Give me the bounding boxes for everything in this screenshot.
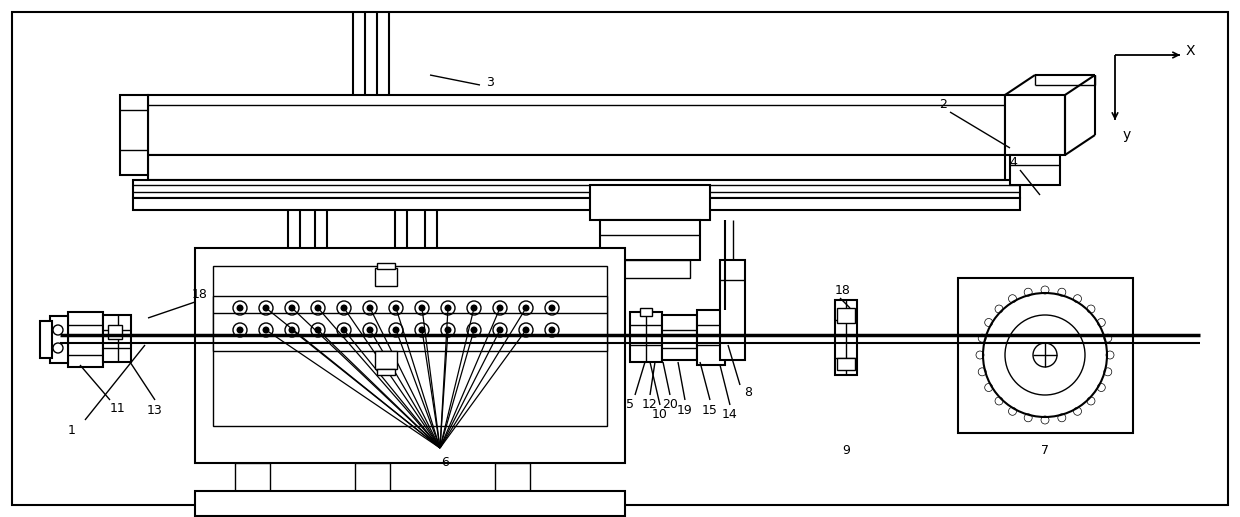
Bar <box>377 369 396 375</box>
Bar <box>720 260 745 360</box>
Bar <box>630 312 662 362</box>
Circle shape <box>496 327 503 333</box>
Bar <box>374 351 397 369</box>
Text: 3: 3 <box>486 75 494 88</box>
Bar <box>355 463 391 491</box>
Circle shape <box>315 327 321 333</box>
Bar <box>662 315 697 360</box>
Bar <box>148 95 1004 155</box>
Bar <box>697 310 725 365</box>
Bar <box>590 185 711 220</box>
Bar <box>377 263 396 269</box>
Text: 7: 7 <box>1042 445 1049 458</box>
Bar <box>610 260 689 278</box>
Circle shape <box>548 327 556 333</box>
Circle shape <box>419 305 425 312</box>
Circle shape <box>289 327 295 333</box>
Circle shape <box>341 305 347 312</box>
Circle shape <box>444 305 451 312</box>
Text: 8: 8 <box>744 386 751 399</box>
Bar <box>68 312 103 367</box>
Bar <box>959 278 1133 433</box>
Bar <box>835 300 857 375</box>
Bar <box>640 308 652 316</box>
Circle shape <box>237 327 243 333</box>
Bar <box>40 321 52 358</box>
Circle shape <box>419 327 425 333</box>
Circle shape <box>393 305 399 312</box>
Circle shape <box>237 305 243 312</box>
Circle shape <box>444 327 451 333</box>
Text: 1: 1 <box>68 423 76 436</box>
Bar <box>236 463 270 491</box>
Circle shape <box>263 327 269 333</box>
Text: 9: 9 <box>842 445 849 458</box>
Text: 2: 2 <box>939 99 947 112</box>
Text: 14: 14 <box>722 408 738 421</box>
Circle shape <box>496 305 503 312</box>
Circle shape <box>548 305 556 312</box>
Bar <box>108 325 122 339</box>
Text: 19: 19 <box>677 403 693 417</box>
Circle shape <box>367 327 373 333</box>
Bar <box>50 316 68 363</box>
Bar <box>103 315 131 362</box>
Bar <box>1004 95 1065 155</box>
Text: 13: 13 <box>148 403 162 417</box>
Circle shape <box>393 327 399 333</box>
Bar <box>133 198 1021 210</box>
Text: 18: 18 <box>835 283 851 297</box>
Bar <box>120 95 148 175</box>
Text: y: y <box>1123 128 1131 142</box>
Text: 10: 10 <box>652 408 668 421</box>
Circle shape <box>470 305 477 312</box>
Circle shape <box>367 305 373 312</box>
Bar <box>195 248 625 463</box>
Circle shape <box>289 305 295 312</box>
Bar <box>213 296 608 351</box>
Bar <box>195 491 625 516</box>
Text: 12: 12 <box>642 399 658 412</box>
Bar <box>600 220 701 260</box>
Bar <box>495 463 529 491</box>
Text: 18: 18 <box>192 288 208 301</box>
Circle shape <box>522 305 529 312</box>
Text: 4: 4 <box>1009 157 1017 170</box>
Circle shape <box>315 305 321 312</box>
Text: X: X <box>1185 44 1195 58</box>
Text: 5: 5 <box>626 399 634 412</box>
Circle shape <box>522 327 529 333</box>
Circle shape <box>341 327 347 333</box>
Bar <box>148 155 1004 180</box>
Bar <box>1011 155 1060 185</box>
Circle shape <box>470 327 477 333</box>
Text: 6: 6 <box>441 455 449 468</box>
Bar <box>837 308 856 323</box>
Text: 11: 11 <box>110 402 126 415</box>
Text: 20: 20 <box>662 399 678 412</box>
Bar <box>213 266 608 426</box>
Circle shape <box>263 305 269 312</box>
Text: 15: 15 <box>702 403 718 417</box>
Bar <box>133 180 1021 198</box>
Bar <box>374 268 397 286</box>
Bar <box>837 358 856 370</box>
